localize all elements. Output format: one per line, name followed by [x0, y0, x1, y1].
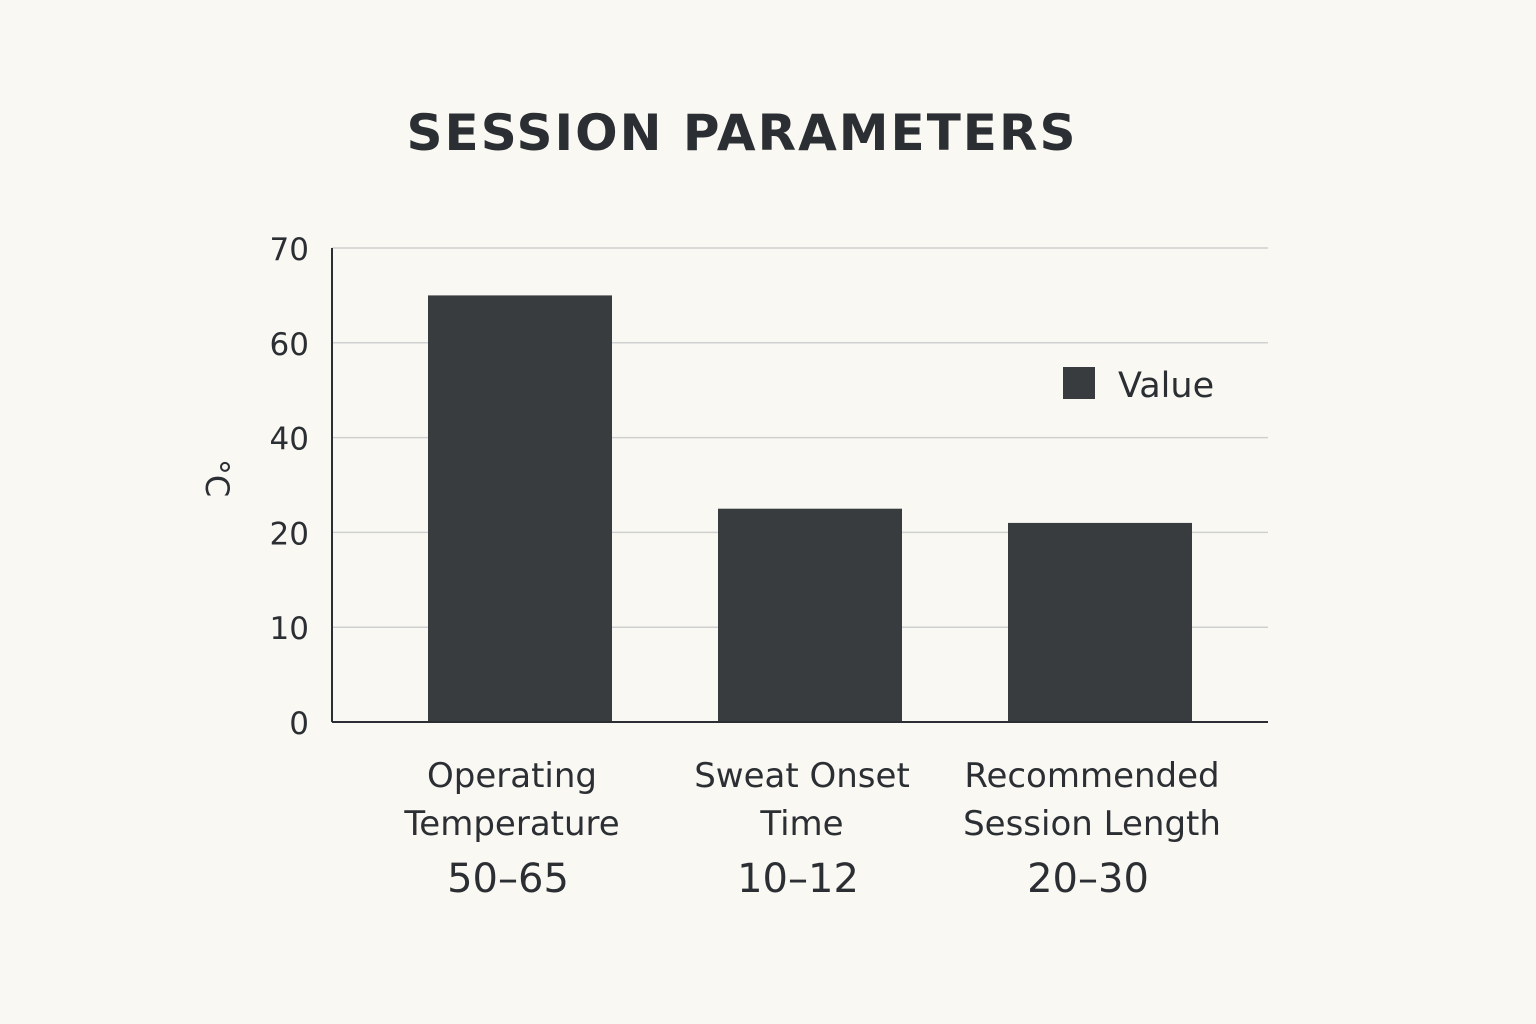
- category-range-label: 50–65: [447, 856, 569, 902]
- y-axis-ticks: 0 10 20 40 60 70: [270, 232, 309, 742]
- y-tick-label: 70: [270, 232, 309, 268]
- legend-label: Value: [1118, 366, 1214, 406]
- x-category-label: Temperature: [403, 804, 619, 844]
- category-labels: Operating Temperature 50–65 Sweat Onset Time…: [403, 756, 1221, 902]
- y-tick-label: 20: [270, 516, 309, 552]
- y-tick-label: 10: [270, 611, 309, 647]
- y-tick-label: 0: [289, 706, 309, 742]
- legend: Value: [1063, 366, 1214, 406]
- x-category-label: Recommended: [964, 756, 1219, 796]
- category-range-label: 10–12: [737, 856, 859, 902]
- chart-title: SESSION PARAMETERS: [407, 104, 1078, 162]
- x-category-label: Time: [759, 804, 843, 844]
- x-category-label: Operating: [427, 756, 597, 796]
- y-tick-label: 40: [270, 422, 309, 458]
- bar: [1008, 522, 1192, 722]
- x-category-label: Sweat Onset: [694, 756, 910, 796]
- x-category-label: Session Length: [963, 804, 1221, 844]
- y-tick-label: 60: [270, 327, 309, 363]
- category-range-label: 20–30: [1027, 856, 1149, 902]
- bar: [718, 508, 902, 722]
- y-axis-unit: °C: [198, 459, 236, 497]
- legend-swatch: [1063, 367, 1095, 399]
- bar: [428, 295, 612, 722]
- bars: [428, 295, 1192, 722]
